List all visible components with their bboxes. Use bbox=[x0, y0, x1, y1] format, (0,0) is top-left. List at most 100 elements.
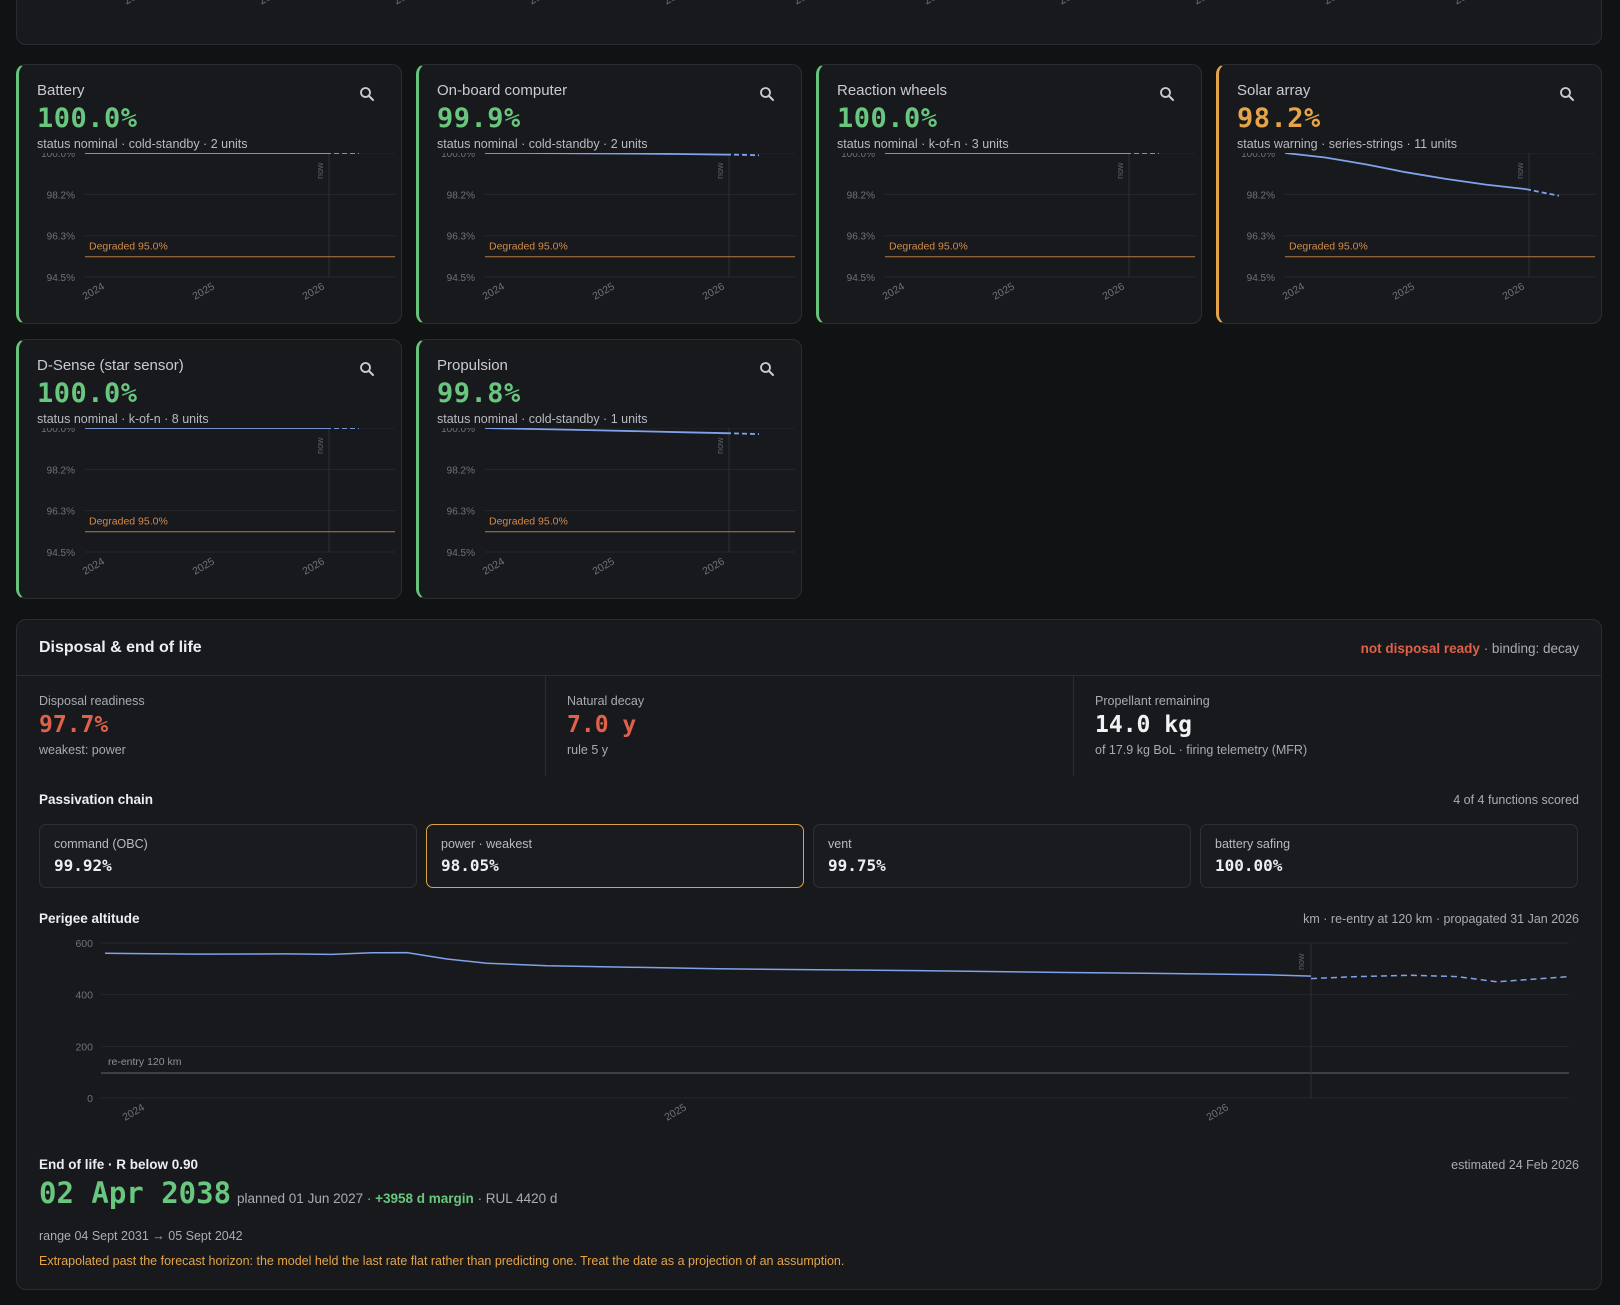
chain-item-battery-safing[interactable]: battery safing 100.00% bbox=[1200, 824, 1578, 888]
disposal-panel: Disposal & end of life not disposal read… bbox=[16, 619, 1602, 1290]
timeline-tick-label: 2024 bbox=[122, 0, 149, 7]
subsystem-chart: 100.0% 98.2% 96.3% 94.5% now Degraded 95.0% 20… bbox=[841, 153, 1195, 303]
y-tick-label: 100.0% bbox=[441, 428, 475, 435]
divider bbox=[17, 675, 1601, 676]
threshold-label: Degraded 95.0% bbox=[89, 241, 168, 253]
metric-value: 97.7% bbox=[39, 712, 109, 738]
search-icon[interactable] bbox=[759, 361, 775, 377]
now-label: now bbox=[1515, 162, 1525, 179]
x-tick-label: 2026 bbox=[301, 280, 327, 302]
metric-value: 14.0 kg bbox=[1095, 712, 1192, 738]
x-tick-label: 2024 bbox=[1281, 280, 1307, 302]
x-tick-label: 2024 bbox=[481, 280, 507, 302]
y-tick-label: 98.2% bbox=[847, 190, 875, 201]
x-tick-label: 2025 bbox=[663, 1101, 689, 1123]
divider bbox=[1073, 676, 1074, 776]
metric-value: 7.0 y bbox=[567, 712, 637, 738]
subsystem-card[interactable]: Reaction wheels 100.0% status nominal · k-… bbox=[816, 64, 1202, 324]
subsystem-card[interactable]: Propulsion 99.8% status nominal · cold-sta… bbox=[416, 339, 802, 599]
x-tick-label: 2026 bbox=[701, 555, 727, 577]
chain-item-vent[interactable]: vent 99.75% bbox=[813, 824, 1191, 888]
timeline-tick-label: 2026 bbox=[1192, 0, 1219, 7]
x-tick-label: 2024 bbox=[481, 555, 507, 577]
x-tick-label: 2024 bbox=[81, 280, 107, 302]
subsystem-title: Battery bbox=[37, 82, 85, 99]
x-tick-label: 2026 bbox=[1501, 280, 1527, 302]
y-tick-label: 600 bbox=[75, 938, 93, 950]
timeline-tick-label: 2024 bbox=[392, 0, 419, 7]
subsystem-chart: 100.0% 98.2% 96.3% 94.5% now Degraded 95.0% 20… bbox=[41, 153, 395, 303]
y-tick-label: 98.2% bbox=[47, 465, 75, 476]
now-label: now bbox=[715, 162, 725, 179]
eol-title: End of life · R below 0.90 bbox=[39, 1157, 199, 1172]
x-tick-label: 2026 bbox=[301, 555, 327, 577]
x-tick-label: 2026 bbox=[701, 280, 727, 302]
metric-natural-decay: Natural decay 7.0 y rule 5 y bbox=[545, 676, 1055, 776]
y-tick-label: 96.3% bbox=[47, 507, 75, 518]
chain-item-label: vent bbox=[828, 837, 852, 851]
subsystem-reliability: 98.2% bbox=[1237, 103, 1321, 134]
now-label: now bbox=[1115, 162, 1125, 179]
now-label: now bbox=[1296, 953, 1306, 970]
subsystem-card[interactable]: D-Sense (star sensor) 100.0% status nomina… bbox=[16, 339, 402, 599]
x-tick-label: 2025 bbox=[591, 555, 617, 577]
timeline-panel: 2024 2024 2024 2025 2025 2025 2025 2026 2026 2026… bbox=[16, 0, 1602, 45]
y-tick-label: 94.5% bbox=[47, 548, 75, 559]
subsystem-card[interactable]: Solar array 98.2% status warning · series-… bbox=[1216, 64, 1602, 324]
disposal-status-flag: not disposal ready bbox=[1360, 641, 1480, 656]
timeline-tick-label: 2025 bbox=[527, 0, 554, 7]
threshold-label: Degraded 95.0% bbox=[1289, 241, 1368, 253]
subsystem-meta: status nominal · k-of-n · 8 units bbox=[37, 412, 209, 426]
threshold-label: Degraded 95.0% bbox=[489, 241, 568, 253]
forecast-line bbox=[725, 153, 760, 157]
subsystem-reliability: 99.9% bbox=[437, 103, 521, 134]
y-tick-label: 96.3% bbox=[1247, 232, 1275, 243]
x-tick-label: 2024 bbox=[881, 280, 907, 302]
chain-item-power[interactable]: power · weakest 98.05% bbox=[426, 824, 804, 888]
subsystem-chart: 100.0% 98.2% 96.3% 94.5% now Degraded 95.0% 20… bbox=[41, 428, 395, 578]
timeline-tick-label: 2024 bbox=[257, 0, 284, 7]
metric-propellant: Propellant remaining 14.0 kg of 17.9 kg … bbox=[1073, 676, 1583, 776]
now-label: now bbox=[315, 437, 325, 454]
y-tick-label: 98.2% bbox=[447, 465, 475, 476]
x-tick-label: 2024 bbox=[81, 555, 107, 577]
perigee-forecast-line bbox=[1310, 974, 1570, 983]
y-tick-label: 0 bbox=[87, 1093, 93, 1105]
disposal-title: Disposal & end of life bbox=[39, 639, 202, 656]
chain-item-value: 99.75% bbox=[828, 856, 886, 875]
metric-sub: of 17.9 kg BoL · firing telemetry (MFR) bbox=[1095, 743, 1308, 757]
x-tick-label: 2026 bbox=[1205, 1101, 1231, 1123]
x-tick-label: 2024 bbox=[121, 1101, 147, 1123]
y-tick-label: 100.0% bbox=[41, 153, 75, 160]
threshold-label: Degraded 95.0% bbox=[489, 516, 568, 528]
search-icon[interactable] bbox=[1159, 86, 1175, 102]
search-icon[interactable] bbox=[1559, 86, 1575, 102]
y-tick-label: 96.3% bbox=[47, 232, 75, 243]
search-icon[interactable] bbox=[359, 361, 375, 377]
subsystem-reliability: 100.0% bbox=[837, 103, 938, 134]
x-tick-label: 2025 bbox=[191, 280, 217, 302]
y-tick-label: 100.0% bbox=[41, 428, 75, 435]
subsystem-meta: status nominal · cold-standby · 2 units bbox=[437, 137, 648, 151]
subsystem-meta: status nominal · k-of-n · 3 units bbox=[837, 137, 1009, 151]
x-tick-label: 2025 bbox=[191, 555, 217, 577]
subsystem-title: Propulsion bbox=[437, 357, 508, 374]
subsystem-meta: status nominal · cold-standby · 1 units bbox=[437, 412, 648, 426]
y-tick-label: 98.2% bbox=[447, 190, 475, 201]
subsystem-card[interactable]: Battery 100.0% status nominal · cold-stand… bbox=[16, 64, 402, 324]
eol-warning: Extrapolated past the forecast horizon: … bbox=[39, 1254, 845, 1268]
search-icon[interactable] bbox=[359, 86, 375, 102]
subsystem-card[interactable]: On-board computer 99.9% status nominal · c… bbox=[416, 64, 802, 324]
timeline-tick-label: 2026 bbox=[1057, 0, 1084, 7]
threshold-label: Degraded 95.0% bbox=[89, 516, 168, 528]
metric-disposal-readiness: Disposal readiness 97.7% weakest: power bbox=[17, 676, 527, 776]
y-tick-label: 98.2% bbox=[1247, 190, 1275, 201]
history-line bbox=[1284, 153, 1527, 190]
metric-sub: rule 5 y bbox=[567, 743, 608, 757]
metric-label: Disposal readiness bbox=[39, 694, 145, 708]
search-icon[interactable] bbox=[759, 86, 775, 102]
subsystem-title: Reaction wheels bbox=[837, 82, 948, 99]
y-tick-label: 100.0% bbox=[841, 153, 875, 160]
passivation-summary: 4 of 4 functions scored bbox=[1453, 793, 1579, 807]
chain-item-command[interactable]: command (OBC) 99.92% bbox=[39, 824, 417, 888]
